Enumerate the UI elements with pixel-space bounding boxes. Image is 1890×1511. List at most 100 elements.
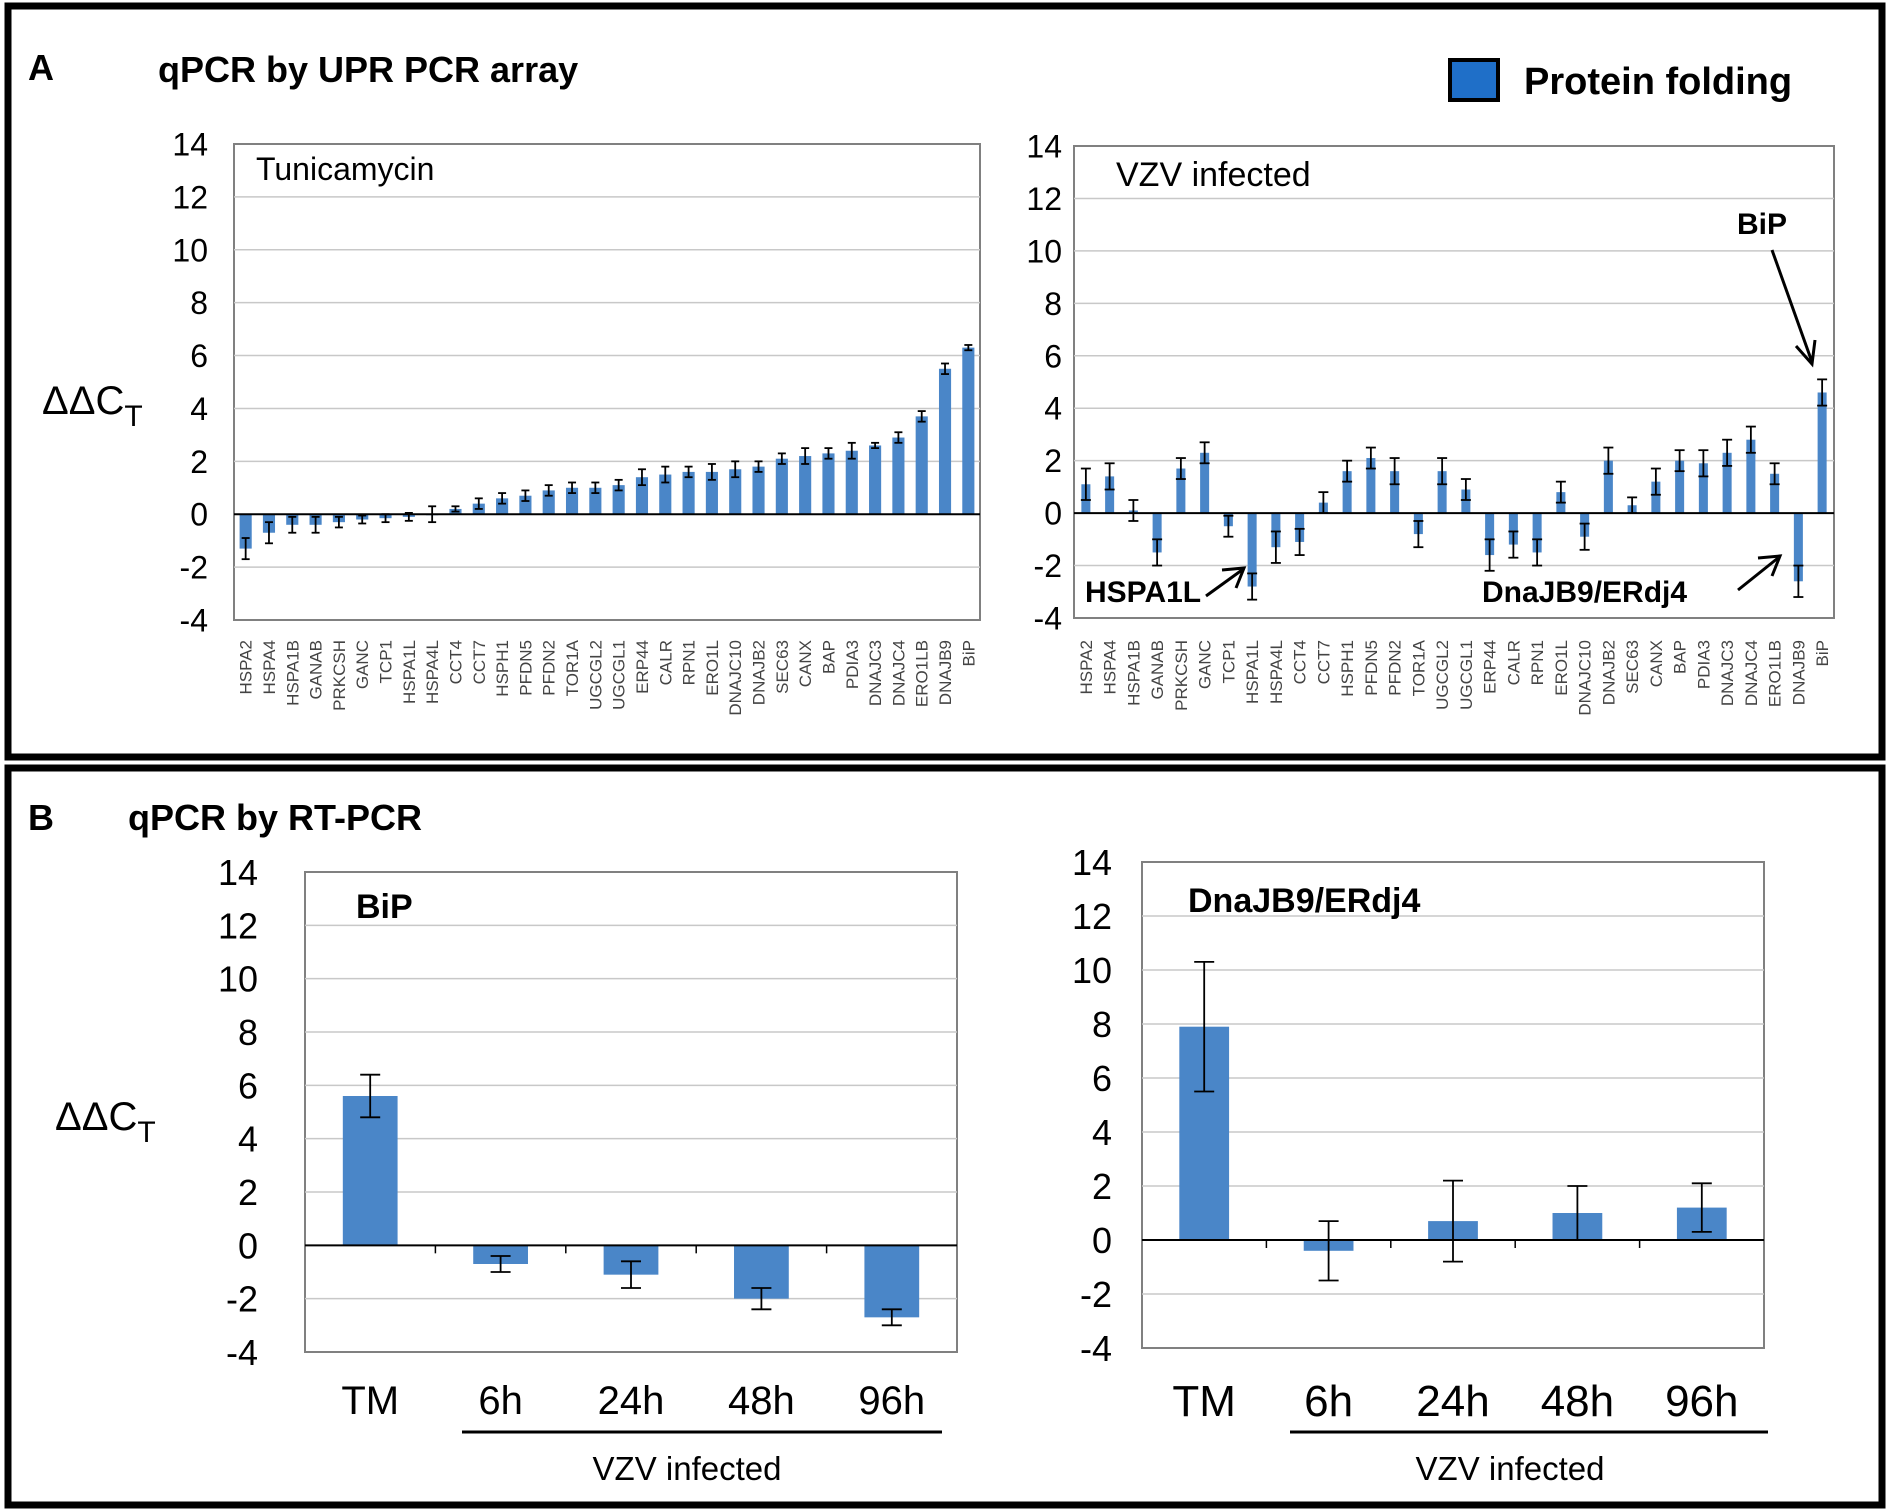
legend-label: Protein folding: [1524, 61, 1792, 103]
y-tick-label-a1: 8: [190, 285, 208, 321]
bar-a1: [775, 458, 788, 515]
bar-a2: [1271, 513, 1281, 548]
panel-a-ylabel-main: ΔΔC: [42, 379, 124, 423]
category-label-a2: UGCGL2: [1433, 640, 1452, 710]
category-label-a1: RPN1: [680, 640, 699, 685]
bar-b1: [342, 1096, 398, 1246]
annotation-hspa1l-arrowhead: [1221, 566, 1247, 589]
bar-a2: [1342, 471, 1352, 514]
panel-b-title: qPCR by RT-PCR: [128, 797, 422, 838]
category-label-a1: BiP: [959, 640, 978, 666]
category-label-a1: HSPA4: [260, 640, 279, 695]
panel-a-title: qPCR by UPR PCR array: [158, 49, 578, 90]
y-tick-label-b1: 4: [238, 1119, 258, 1160]
chart-title-a1: Tunicamycin: [256, 151, 434, 187]
bar-a1: [845, 450, 858, 515]
category-label-a2: SEC63: [1623, 640, 1642, 694]
category-label-a1: HSPH1: [493, 640, 512, 697]
bar-a1: [496, 498, 509, 515]
bar-a2: [1817, 392, 1827, 514]
bar-b1: [473, 1245, 528, 1264]
y-tick-label-b2: 0: [1092, 1220, 1112, 1261]
category-label-b1: 96h: [858, 1379, 925, 1423]
category-label-a1: BAP: [819, 640, 838, 674]
y-tick-label-b2: -2: [1080, 1274, 1112, 1315]
bar-a1: [239, 514, 252, 549]
chart-tunicamycin: -4 -2 0 2 4 6 8 10 12 14 HSPA2 HSPA4 HSPA1B GANAB PRKC…: [172, 127, 981, 716]
chart-vzv-infected: -4 -2 0 2 4 6 8 10 12 14 HSPA2 HSPA4 HSPA1B GANAB PRKC…: [1026, 129, 1835, 716]
category-label-b1: TM: [341, 1379, 399, 1423]
category-label-a2: DNAJC3: [1718, 640, 1737, 706]
category-label-b2: 24h: [1416, 1377, 1489, 1426]
category-label-a2: CANX: [1647, 640, 1666, 687]
category-label-a1: HSPA2: [237, 640, 256, 695]
category-label-a2: TCP1: [1219, 640, 1238, 683]
bar-a1: [915, 416, 928, 515]
bar-a1: [589, 487, 602, 515]
category-label-b2: 96h: [1665, 1377, 1738, 1426]
category-label-a2: PRKCSH: [1172, 640, 1191, 711]
bar-a1: [682, 471, 695, 515]
category-label-a2: PFDN5: [1362, 640, 1381, 696]
bar-a2: [1390, 471, 1400, 514]
category-label-a2: CCT7: [1314, 640, 1333, 684]
category-label-a2: TOR1A: [1409, 639, 1428, 696]
bar-a1: [612, 485, 625, 515]
category-label-a2: RPN1: [1528, 640, 1547, 685]
y-tick-label-b1: -4: [226, 1332, 258, 1373]
category-label-a1: UGCGL2: [586, 640, 605, 710]
y-tick-label-a2: 4: [1044, 391, 1062, 427]
chart-dnajb9-rtpcr: -4 -2 0 2 4 6 8 10 12 14 TM 6h 24h 48h 96h DnaJB9/ERdj4: [1072, 842, 1765, 1426]
bar-a1: [752, 466, 765, 515]
panel-a-letter: A: [28, 47, 54, 88]
category-label-a1: GANC: [353, 640, 372, 689]
bar-a1: [869, 445, 882, 515]
category-label-a1: ERP44: [633, 640, 652, 694]
category-label-a2: ERO1LB: [1766, 640, 1785, 707]
category-label-a2: ERP44: [1481, 640, 1500, 694]
panel-a-ylabel-sub: T: [124, 400, 142, 433]
category-label-b1: 48h: [728, 1379, 795, 1423]
plot-area-a1: [233, 143, 981, 621]
bar-a1: [892, 437, 905, 515]
category-label-a1: PDIA3: [843, 640, 862, 689]
bar-a2: [1485, 513, 1495, 556]
bar-a1: [635, 477, 649, 515]
bar-a2: [1295, 513, 1305, 542]
bar-a1: [705, 471, 718, 515]
category-label-a2: BAP: [1671, 640, 1690, 674]
bar-a1: [938, 368, 952, 515]
b1-group-label: VZV infected: [593, 1450, 782, 1487]
y-tick-label-a2: 14: [1026, 129, 1062, 165]
y-tick-label-b1: 14: [218, 852, 258, 893]
plot-area-a2: [1073, 145, 1835, 619]
y-tick-label-a2: 12: [1026, 181, 1062, 217]
category-label-a2: DNAJB9: [1789, 640, 1808, 705]
chart-title-a2: VZV infected: [1116, 156, 1311, 194]
category-label-a2: PFDN2: [1386, 640, 1405, 696]
y-tick-label-b2: 12: [1072, 896, 1112, 937]
y-tick-label-b2: 6: [1092, 1058, 1112, 1099]
bar-a1: [822, 453, 835, 515]
category-label-a1: CANX: [796, 640, 815, 687]
panel-a-ylabel: ΔΔCT: [42, 379, 143, 433]
bar-a2: [1200, 452, 1210, 514]
category-label-a2: GANAB: [1148, 640, 1167, 700]
y-tick-label-b2: 14: [1072, 842, 1112, 883]
bar-a2: [1603, 460, 1613, 514]
category-label-a1: DNAJB9: [936, 640, 955, 705]
panel-b-ylabel-main: ΔΔC: [55, 1095, 137, 1139]
y-tick-label-a1: 6: [190, 338, 208, 374]
y-tick-label-a1: -4: [180, 603, 208, 639]
category-label-a1: PFDN2: [540, 640, 559, 696]
bar-a1: [565, 487, 579, 515]
category-label-a1: SEC63: [773, 640, 792, 694]
bar-a2: [1770, 473, 1780, 514]
annotation-dnajb9-arrowhead: [1757, 554, 1783, 577]
y-tick-label-b2: 2: [1092, 1166, 1112, 1207]
bar-a2: [1698, 463, 1708, 514]
chart-title-b1: BiP: [356, 888, 413, 926]
y-tick-label-a2: -2: [1034, 548, 1062, 584]
annotation-bip-arrowhead: [1794, 339, 1817, 368]
y-tick-label-a1: 14: [172, 127, 208, 163]
